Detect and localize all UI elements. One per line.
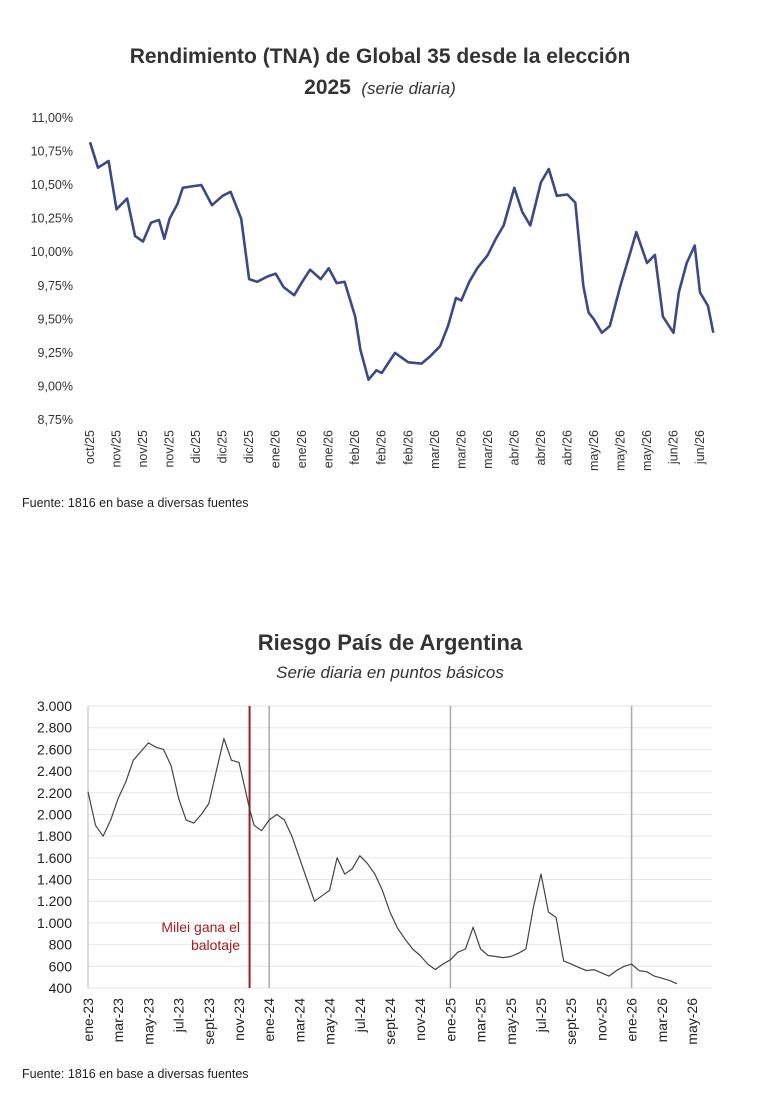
chart2-ytick-label: 1.600 [37,850,72,866]
chart2-xtick-label: ene-23 [80,998,96,1042]
chart2-ytick-label: 1.800 [37,828,72,844]
chart2-ytick-label: 400 [49,980,73,996]
chart2-ytick-label: 600 [49,958,73,974]
chart2-year-markers [248,706,633,988]
chart2-xtick-label: nov-25 [593,998,609,1041]
chart2-xtick-label: mar-25 [473,998,489,1043]
chart2-ytick-label: 1.200 [37,893,72,909]
chart1-xtick-label: oct/25 [83,430,97,464]
chart1-xtick-label: jun/26 [666,430,680,465]
chart1-title: Rendimiento (TNA) de Global 35 desde la … [130,45,631,68]
chart1-xtick-label: may/26 [613,430,627,471]
chart2-xtick-label: may-24 [322,998,338,1045]
chart2-series-line [87,737,678,985]
chart1-xtick-label: nov/25 [110,430,124,468]
chart1-y-axis: 11,00% 10,75% 10,50% 10,25% 10,00% 9,75% 9,50%… [31,111,73,427]
chart1-xtick-label: feb/26 [348,430,362,465]
chart1-xtick-label: may/26 [587,430,601,471]
chart2-xtick-label: may-25 [503,998,519,1045]
chart2-xtick-label: nov-24 [412,998,428,1041]
chart2-gridlines [87,705,712,989]
chart1-title-line2: 2025 (serie diaria) [304,76,456,99]
chart1-xtick-label: nov/25 [136,430,150,468]
chart1-plot-area [88,141,715,382]
chart1-xtick-label: dic/25 [242,430,256,463]
chart2-xtick-label: sept-24 [382,998,398,1045]
chart2-xtick-label: sept-23 [201,998,217,1045]
chart2-y-axis: 3.000 2.800 2.600 2.400 2.200 2.000 1.800 1.600… [37,698,72,996]
chart2-plot-area [87,737,678,985]
chart2-xtick-label: may-26 [684,998,700,1045]
chart1-xtick-label: jun/26 [693,430,707,465]
chart2-xtick-label: ene-25 [442,998,458,1042]
chart2-subtitle: Serie diaria en puntos básicos [276,663,504,682]
chart1-ytick-label: 10,75% [31,145,73,159]
chart2-xtick-label: nov-23 [231,998,247,1041]
chart1-xtick-label: abr/26 [507,430,521,465]
chart2-ytick-label: 2.400 [37,763,72,779]
chart2-ytick-label: 2.200 [37,785,72,801]
chart2-xtick-label: sept-25 [563,998,579,1045]
chart2-xtick-label: ene-24 [261,998,277,1042]
chart1-subtitle: (serie diaria) [361,79,455,98]
chart1-ytick-label: 10,00% [31,245,73,259]
chart1-title-year: 2025 [304,76,351,99]
chart1-xtick-label: ene/26 [322,430,336,468]
chart1-ytick-label: 9,75% [38,279,73,293]
chart2-title: Riesgo País de Argentina [258,630,523,655]
chart2-ytick-label: 2.600 [37,741,72,757]
chart2-xtick-label: may-23 [140,998,156,1045]
chart1-xtick-label: feb/26 [375,430,389,465]
annotation-line2: balotaje [191,937,240,953]
chart1-xtick-label: mar/26 [428,430,442,469]
chart2-ytick-label: 800 [49,937,73,953]
chart1-xtick-label: mar/26 [454,430,468,469]
chart2-xtick-label: jul-24 [352,998,368,1033]
chart2-ytick-label: 2.000 [37,806,72,822]
chart1-source: Fuente: 1816 en base a diversas fuentes [22,496,249,510]
chart1-xtick-label: dic/25 [216,430,230,463]
chart2-xtick-label: mar-26 [654,998,670,1043]
chart2-x-axis: ene-23 mar-23 may-23 jul-23 sept-23 nov-23 ene… [80,998,700,1045]
chart1-xtick-label: nov/25 [163,430,177,468]
chart1-x-axis: oct/25 nov/25 nov/25 nov/25 dic/25 dic/25 dic/… [83,430,707,471]
chart1-xtick-label: abr/26 [534,430,548,465]
chart1-xtick-label: abr/26 [560,430,574,465]
chart1-xtick-label: ene/26 [269,430,283,468]
chart2-xtick-label: jul-23 [171,998,187,1033]
chart2-ytick-label: 1.400 [37,872,72,888]
chart1-ytick-label: 10,25% [31,212,73,226]
chart2-source: Fuente: 1816 en base a diversas fuentes [22,1067,249,1081]
chart1-xtick-label: mar/26 [481,430,495,469]
annotation-line1: Milei gana el [161,919,240,935]
chart1-xtick-label: ene/26 [295,430,309,468]
chart1-xtick-label: dic/25 [189,430,203,463]
chart1-xtick-label: may/26 [640,430,654,471]
chart2-ytick-label: 2.800 [37,720,72,736]
chart1-xtick-label: feb/26 [401,430,415,465]
chart1-ytick-label: 10,50% [31,178,73,192]
chart1-ytick-label: 11,00% [32,111,73,125]
chart1-series-line [88,141,715,382]
chart2-xtick-label: mar-24 [291,998,307,1043]
chart1-ytick-label: 9,50% [38,312,73,326]
chart1-ytick-label: 9,00% [38,379,73,393]
chart2-ytick-label: 3.000 [37,698,72,714]
chart2-ytick-label: 1.000 [37,915,72,931]
chart2-annotation: Milei gana el balotaje [161,919,240,953]
chart2-xtick-label: jul-25 [533,998,549,1033]
chart2-xtick-label: ene-26 [624,998,640,1042]
chart2-xtick-label: mar-23 [110,998,126,1043]
chart1-ytick-label: 8,75% [38,413,73,427]
chart1-ytick-label: 9,25% [38,346,73,360]
